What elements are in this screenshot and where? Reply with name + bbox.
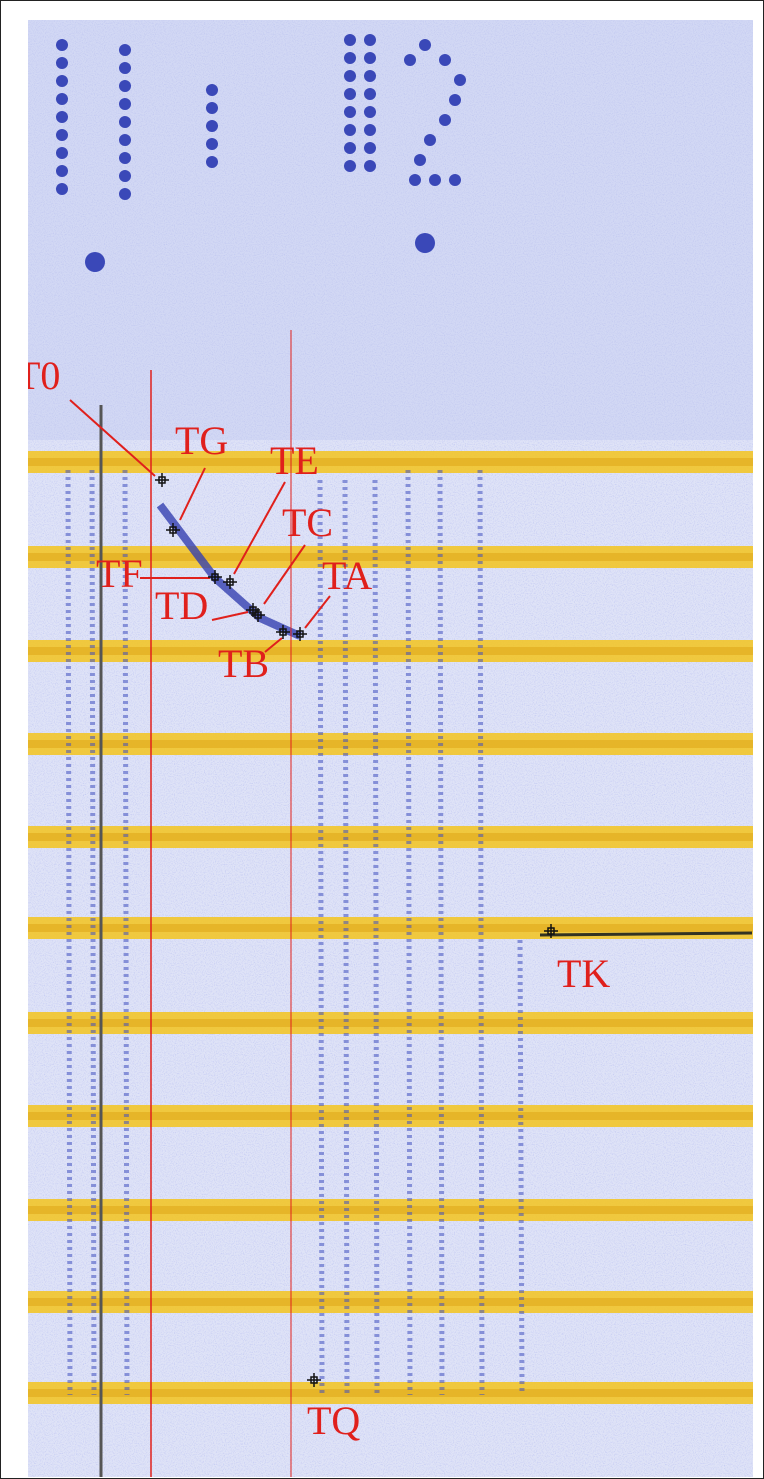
crosshair [544,924,558,938]
dot [409,174,421,186]
dot [56,165,68,177]
dot [206,102,218,114]
crosshair [155,473,169,487]
crosshair [307,1373,321,1387]
stripe-core [28,458,753,466]
dot [56,111,68,123]
crosshair [293,627,307,641]
stripe-core [28,1019,753,1027]
trace [405,469,413,1396]
blue-traces [65,469,525,1396]
stripe-core [28,833,753,841]
label: TE [270,438,319,483]
trace [122,469,130,1396]
dot [56,147,68,159]
dot [439,54,451,66]
dot [119,152,131,164]
dot [56,129,68,141]
trace [317,479,325,1396]
dot [364,34,376,46]
trace [372,479,380,1396]
label: TD [155,583,208,628]
trace [342,479,350,1396]
dot [454,74,466,86]
dot [364,88,376,100]
dot [419,39,431,51]
stripe-core [28,1298,753,1306]
dot [364,142,376,154]
dot [439,114,451,126]
dot [449,94,461,106]
yellow-stripes [28,451,753,1404]
trace [477,469,485,1396]
dot [364,160,376,172]
dot [344,142,356,154]
label: TA [322,553,372,598]
dot [119,98,131,110]
dot [364,52,376,64]
dot [56,183,68,195]
trace [517,939,525,1396]
dot [364,70,376,82]
dot [56,75,68,87]
crosshair [276,625,290,639]
dot [119,188,131,200]
label: TG [175,418,228,463]
label: TB [218,641,269,686]
dot [206,120,218,132]
dot [206,138,218,150]
dot [56,93,68,105]
dot [119,116,131,128]
dot [119,44,131,56]
label: TK [557,951,610,996]
scan-image: T0 TG TE TC TA TF TD TB TK TQ [16,20,753,1477]
dot [56,39,68,51]
stripe-core [28,647,753,655]
crosshair [223,575,237,589]
stripe-core [28,1112,753,1120]
label: T0 [16,353,60,398]
dot [344,106,356,118]
dot [344,52,356,64]
dot [449,174,461,186]
dot [119,62,131,74]
dot [414,154,426,166]
dot [119,170,131,182]
dot [364,106,376,118]
trace [65,469,73,1396]
dot [344,124,356,136]
trace [437,469,445,1396]
dot [206,156,218,168]
stripe-core [28,924,753,932]
dot [344,34,356,46]
dot [206,84,218,96]
dot [424,134,436,146]
dot [85,252,105,272]
stripe-core [28,553,753,561]
dot [56,57,68,69]
stripe-core [28,1206,753,1214]
dot [415,233,435,253]
dot [344,70,356,82]
dot [364,124,376,136]
dot [119,80,131,92]
dot-marks [56,34,466,272]
trace [89,469,97,1396]
annotations: T0 TG TE TC TA TF TD TB TK TQ [16,353,610,1443]
crosshair [166,523,180,537]
dot [344,88,356,100]
dot [404,54,416,66]
dot [119,134,131,146]
label: TF [96,551,143,596]
crosshair [251,608,265,622]
crosshair [208,570,222,584]
label: TC [282,500,333,545]
dot [344,160,356,172]
label: TQ [307,1398,360,1443]
dot [429,174,441,186]
stripe-core [28,740,753,748]
stripe-core [28,1389,753,1397]
